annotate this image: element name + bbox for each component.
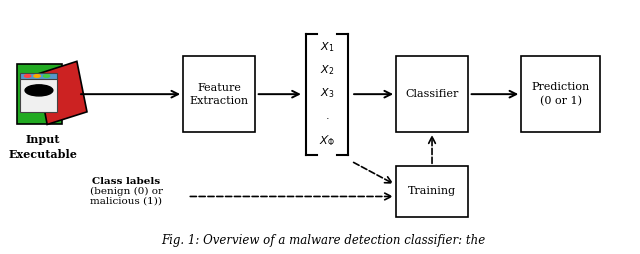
Text: $X_3$: $X_3$ xyxy=(320,86,334,100)
Text: Feature
Extraction: Feature Extraction xyxy=(189,83,248,106)
Text: Input
Executable: Input Executable xyxy=(8,134,77,160)
Circle shape xyxy=(24,75,31,77)
Text: $.$: $.$ xyxy=(325,128,330,138)
FancyBboxPatch shape xyxy=(20,73,57,79)
FancyBboxPatch shape xyxy=(522,56,600,132)
Text: $X_1$: $X_1$ xyxy=(320,41,334,54)
Text: Training: Training xyxy=(408,186,456,196)
Text: Fig. 1: Overview of a malware detection classifier: the: Fig. 1: Overview of a malware detection … xyxy=(161,234,486,247)
Text: $X_\Phi$: $X_\Phi$ xyxy=(319,134,335,148)
Text: $X_2$: $X_2$ xyxy=(320,63,334,77)
FancyBboxPatch shape xyxy=(20,78,57,112)
FancyBboxPatch shape xyxy=(396,56,468,132)
Text: Prediction
(0 or 1): Prediction (0 or 1) xyxy=(532,82,590,106)
Text: (benign (0) or: (benign (0) or xyxy=(90,187,163,196)
FancyBboxPatch shape xyxy=(396,166,468,217)
Text: $.$: $.$ xyxy=(325,111,330,121)
Circle shape xyxy=(25,85,53,96)
Text: malicious (1)): malicious (1)) xyxy=(90,197,162,206)
Circle shape xyxy=(34,75,40,77)
FancyBboxPatch shape xyxy=(183,56,255,132)
Polygon shape xyxy=(17,64,61,124)
Text: Classifier: Classifier xyxy=(405,89,459,99)
Circle shape xyxy=(44,75,50,77)
Text: Class labels: Class labels xyxy=(92,177,160,186)
Polygon shape xyxy=(38,61,87,124)
